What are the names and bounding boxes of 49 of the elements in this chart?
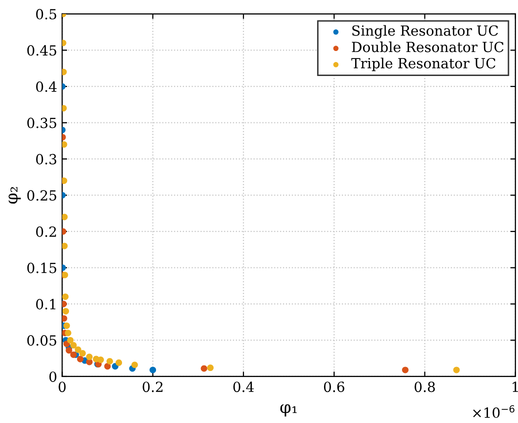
point xyxy=(63,322,70,329)
point xyxy=(104,363,111,370)
point xyxy=(62,315,68,322)
point xyxy=(70,342,77,349)
point xyxy=(62,308,70,314)
y-tick-label: 0.5 xyxy=(36,8,56,20)
x-axis-title: φ₁ xyxy=(280,404,297,416)
point xyxy=(64,330,72,336)
legend-label: Triple Resonator UC xyxy=(351,58,496,72)
x-tick-label: 0.8 xyxy=(414,382,435,392)
text: ×10$^{−6}$ xyxy=(473,405,514,418)
point xyxy=(62,293,69,300)
y-tick-label: 0.15 xyxy=(27,262,56,274)
x-tick-label: 1 xyxy=(512,382,518,392)
x-tick-label: 0 xyxy=(58,382,66,392)
point xyxy=(74,346,82,353)
point xyxy=(66,347,72,354)
point xyxy=(131,362,138,368)
y-tick-label: 0.4 xyxy=(36,81,57,92)
point xyxy=(207,364,214,372)
y-tick-label: 0.45 xyxy=(27,45,56,56)
point xyxy=(62,141,68,148)
point xyxy=(200,365,208,372)
point xyxy=(77,356,84,362)
point xyxy=(86,354,93,360)
y-tick-label: 0.35 xyxy=(27,118,56,128)
point xyxy=(116,359,122,366)
point xyxy=(70,351,77,358)
x-tick-label: 0.6 xyxy=(324,382,344,392)
point xyxy=(92,356,100,362)
point xyxy=(62,242,68,250)
y-axis-title: φ₂ xyxy=(8,187,21,204)
point xyxy=(62,214,68,220)
point xyxy=(106,358,114,364)
legend-label: Single Resonator UC xyxy=(352,25,498,39)
x-tick-label: 0.2 xyxy=(142,382,162,392)
point xyxy=(79,350,86,357)
y-tick-label: 0.05 xyxy=(27,335,56,346)
y-tick-label: 0.2 xyxy=(36,226,56,237)
y-tick-label: 0 xyxy=(49,371,56,382)
point xyxy=(150,366,156,374)
y-tick-label: 0.3 xyxy=(36,154,56,164)
point xyxy=(67,336,74,344)
legend-label: Double Resonator UC xyxy=(352,41,504,52)
y-tick-label: 0.1 xyxy=(36,298,56,310)
point xyxy=(402,366,409,374)
point xyxy=(453,366,460,374)
y-tick-label: 0.25 xyxy=(27,190,56,201)
x-tick-label: 0.4 xyxy=(233,382,254,392)
